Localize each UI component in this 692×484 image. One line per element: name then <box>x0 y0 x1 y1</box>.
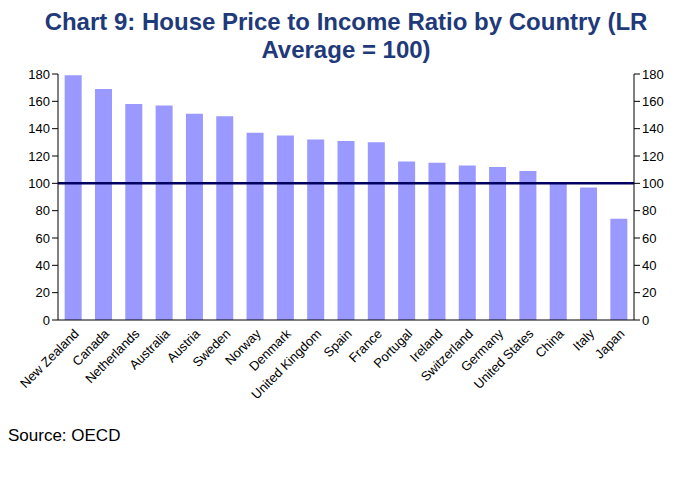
svg-text:Ireland: Ireland <box>406 326 446 365</box>
svg-text:0: 0 <box>43 313 50 328</box>
svg-text:140: 140 <box>642 121 664 136</box>
svg-text:40: 40 <box>642 258 656 273</box>
svg-text:160: 160 <box>28 94 50 109</box>
svg-text:China: China <box>532 325 567 360</box>
svg-text:60: 60 <box>36 231 50 246</box>
svg-text:120: 120 <box>28 149 50 164</box>
svg-text:0: 0 <box>642 313 649 328</box>
svg-text:20: 20 <box>642 285 656 300</box>
svg-text:Canada: Canada <box>69 326 113 369</box>
svg-text:Austria: Austria <box>163 326 204 366</box>
svg-text:France: France <box>345 326 385 366</box>
svg-text:140: 140 <box>28 121 50 136</box>
svg-text:80: 80 <box>36 203 50 218</box>
svg-text:Italy: Italy <box>569 326 598 354</box>
svg-text:United States: United States <box>471 326 537 392</box>
svg-text:100: 100 <box>642 176 664 191</box>
svg-text:New Zealand: New Zealand <box>17 326 82 391</box>
svg-text:United Kingdom: United Kingdom <box>248 326 324 402</box>
svg-text:Denmark: Denmark <box>246 326 294 374</box>
svg-text:Japan: Japan <box>592 326 628 362</box>
svg-text:60: 60 <box>642 231 656 246</box>
svg-text:180: 180 <box>28 67 50 82</box>
svg-text:Norway: Norway <box>221 326 264 368</box>
svg-text:120: 120 <box>642 149 664 164</box>
svg-text:180: 180 <box>642 67 664 82</box>
svg-text:Netherlands: Netherlands <box>82 326 143 387</box>
svg-text:160: 160 <box>642 94 664 109</box>
svg-text:Australia: Australia <box>126 325 173 372</box>
svg-text:40: 40 <box>36 258 50 273</box>
html-text:Source: OECD: Source: OECD <box>8 426 121 445</box>
svg-text:80: 80 <box>642 203 656 218</box>
svg-text:Spain: Spain <box>320 326 355 361</box>
svg-text:100: 100 <box>28 176 50 191</box>
svg-text:Sweden: Sweden <box>189 326 234 370</box>
svg-text:20: 20 <box>36 285 50 300</box>
svg-text:Germany: Germany <box>457 326 507 375</box>
svg-text:Switzerland: Switzerland <box>417 326 476 385</box>
html-text:Chart 9: House Price to Income: Chart 9: House Price to Income Ratio by … <box>44 8 648 63</box>
svg-text:Portugal: Portugal <box>370 326 415 371</box>
